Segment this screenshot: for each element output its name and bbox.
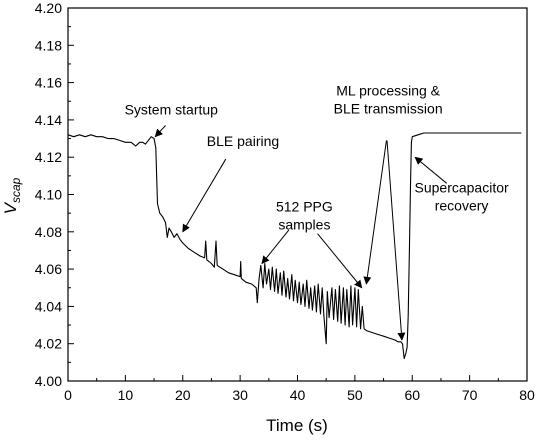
x-tick-label: 30 [232, 387, 248, 403]
x-axis-title: Time (s) [266, 416, 328, 435]
y-axis-title-main: V [1, 201, 20, 214]
annotation-label: BLE pairing [207, 133, 279, 149]
y-tick-label: 4.10 [35, 187, 62, 203]
annotation-arrow [386, 140, 406, 341]
y-tick-label: 4.16 [35, 75, 62, 91]
annotation-label: 512 PPG [276, 198, 333, 214]
annotation-label: Supercapacitor [415, 180, 510, 196]
y-tick-label: 4.14 [35, 112, 62, 128]
x-tick-label: 50 [347, 387, 363, 403]
annotation-arrow [154, 125, 166, 138]
x-tick-label: 80 [519, 387, 535, 403]
ticks-layer: 0 10 20 30 40 50 60 70 80 4.00 4.02 4.04 4.06 4.08 4.1… [35, 0, 535, 403]
x-tick-label: 40 [290, 387, 306, 403]
x-tick-label: 10 [118, 387, 134, 403]
annotation-arrow [261, 229, 290, 265]
y-tick-label: 4.02 [35, 336, 62, 352]
y-tick-label: 4.18 [35, 37, 62, 53]
vscap-series-line [67, 132, 522, 360]
y-tick-label: 4.20 [35, 0, 62, 16]
x-tick-label: 60 [404, 387, 420, 403]
y-tick-label: 4.04 [35, 298, 62, 314]
annotation-arrow [414, 156, 447, 184]
y-axis-title-sub: scap [9, 177, 23, 203]
y-tick-label: 4.06 [35, 261, 62, 277]
annotation-arrow [182, 158, 227, 233]
annotation-arrow [363, 140, 387, 285]
annotation-label: System startup [125, 101, 219, 117]
annotation-label: ML processing & [336, 83, 440, 99]
y-tick-label: 4.08 [35, 224, 62, 240]
series-layer [67, 132, 522, 360]
annotation-label: samples [278, 216, 330, 232]
x-tick-label: 0 [64, 387, 72, 403]
annotation-arrow [317, 233, 363, 289]
annotation-layer: System startup BLE pairing 512 PPG samples M… [125, 83, 510, 341]
x-tick-label: 20 [175, 387, 191, 403]
y-axis-title: Vscap [1, 177, 23, 214]
x-tick-label: 70 [462, 387, 478, 403]
y-tick-label: 4.12 [35, 149, 62, 165]
y-tick-label: 4.00 [35, 373, 62, 389]
annotation-label: BLE transmission [334, 101, 443, 117]
annotation-label: recovery [435, 198, 489, 214]
